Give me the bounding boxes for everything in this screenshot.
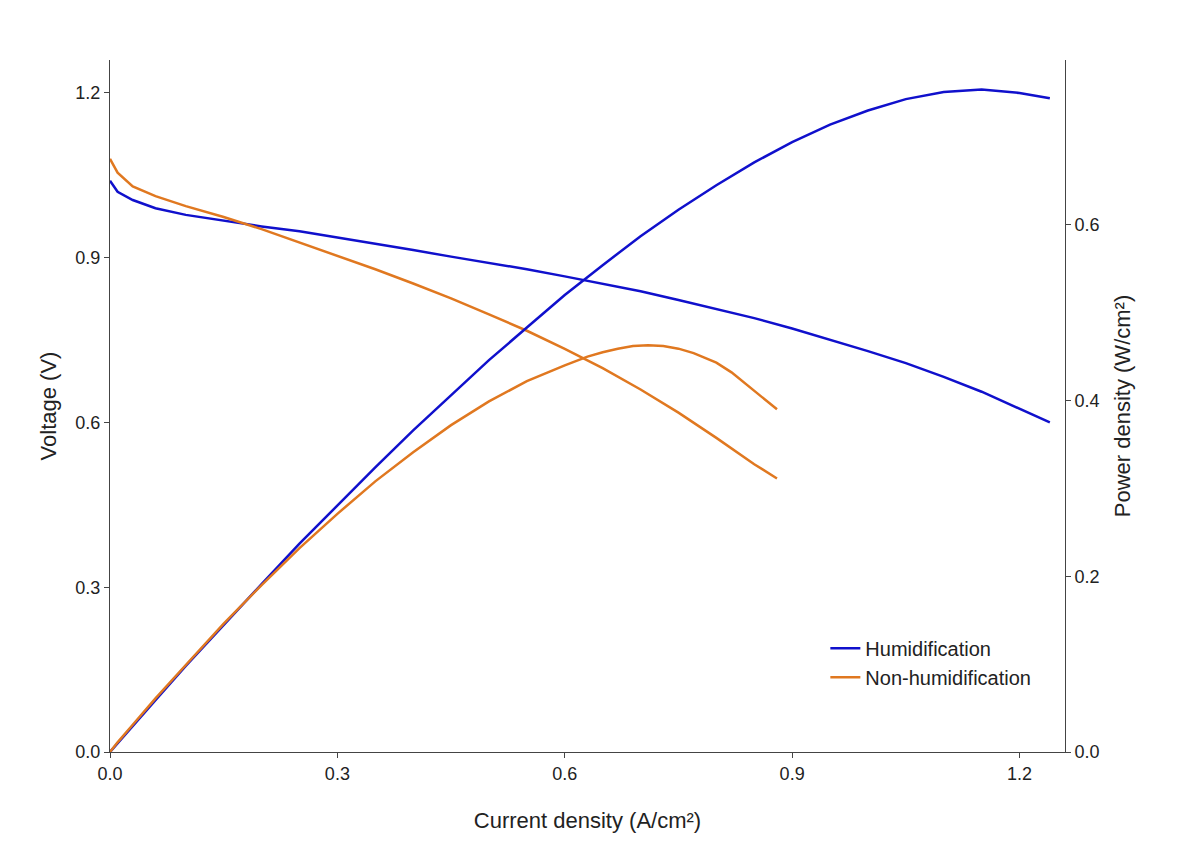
svg-text:0.4: 0.4	[1075, 391, 1100, 411]
svg-text:0.3: 0.3	[75, 578, 100, 598]
svg-text:1.2: 1.2	[75, 83, 100, 103]
svg-text:0.0: 0.0	[97, 764, 122, 784]
svg-text:0.0: 0.0	[75, 742, 100, 762]
svg-text:Current density (A/cm²): Current density (A/cm²)	[474, 808, 701, 833]
svg-text:Humidification: Humidification	[865, 638, 991, 660]
svg-text:0.9: 0.9	[75, 248, 100, 268]
svg-text:Non-humidification: Non-humidification	[865, 667, 1031, 689]
svg-text:0.0: 0.0	[1075, 742, 1100, 762]
svg-text:0.6: 0.6	[552, 764, 577, 784]
svg-text:0.6: 0.6	[1075, 215, 1100, 235]
svg-text:0.9: 0.9	[780, 764, 805, 784]
svg-text:Power density (W/cm²): Power density (W/cm²)	[1110, 295, 1135, 517]
svg-text:0.6: 0.6	[75, 413, 100, 433]
svg-text:0.3: 0.3	[325, 764, 350, 784]
svg-text:Voltage (V): Voltage (V)	[36, 352, 61, 461]
svg-text:1.2: 1.2	[1007, 764, 1032, 784]
svg-text:0.2: 0.2	[1075, 567, 1100, 587]
